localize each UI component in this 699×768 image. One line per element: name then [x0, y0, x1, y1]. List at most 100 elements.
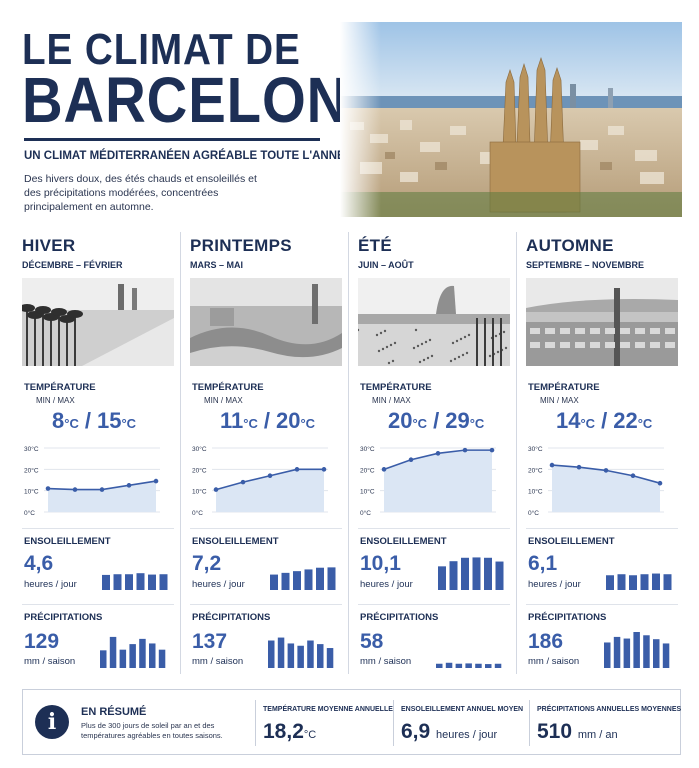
rain-bar — [268, 640, 275, 668]
temp-max: 29 — [445, 408, 470, 433]
sunshine-bar — [484, 557, 492, 590]
sunshine-unit: heures / jour — [360, 579, 413, 590]
temperature-label: TEMPÉRATURE — [24, 382, 96, 393]
rain-bar — [475, 663, 482, 668]
rain-value: 186 — [528, 630, 564, 653]
rain-bar — [613, 636, 621, 668]
axis-tick-label: 10°C — [24, 488, 39, 496]
season-column: PRINTEMPS MARS – MAI — [190, 236, 342, 366]
sunshine-label: ENSOLEILLEMENT — [24, 536, 111, 547]
barcelona-skyline-photo — [340, 22, 682, 217]
rain-unit: mm / saison — [360, 656, 412, 667]
sunshine-bars — [102, 554, 172, 590]
rain-label: PRÉCIPITATIONS — [192, 612, 271, 623]
sunshine-bar — [304, 569, 313, 590]
temperature-point — [549, 462, 555, 468]
section-divider — [190, 604, 342, 605]
temp-min: 8 — [52, 408, 65, 433]
temperature-label: TEMPÉRATURE — [528, 382, 600, 393]
temperature-point — [213, 487, 219, 492]
rain-bar — [494, 663, 502, 668]
axis-tick-label: 30°C — [528, 445, 543, 453]
summary-value-rain: 510 mm / an — [537, 720, 618, 743]
rain-bar — [317, 644, 324, 668]
rain-bars — [434, 632, 504, 668]
section-divider — [358, 528, 510, 529]
temp-max: 22 — [613, 408, 638, 433]
sunshine-bar — [316, 567, 324, 590]
page-subtitle: UN CLIMAT MÉDITERRANÉEN AGRÉABLE TOUTE L… — [24, 150, 353, 162]
season-photo — [22, 278, 174, 366]
rain-bar — [653, 639, 660, 668]
page-title-line2: BARCELONE — [22, 64, 387, 136]
sunshine-bar — [472, 557, 481, 590]
rain-bar — [158, 649, 166, 668]
summary-label-sunshine: ENSOLEILLEMENT ANNUEL MOYEN — [401, 706, 524, 713]
summary-label-temperature: TEMPÉRATURE MOYENNE ANNUELLE — [263, 706, 393, 713]
temperature-point — [381, 467, 387, 472]
sunshine-bar — [270, 574, 278, 590]
temperature-point — [489, 447, 495, 453]
axis-tick-label: 20°C — [360, 466, 375, 474]
temperature-label: TEMPÉRATURE — [192, 382, 264, 393]
rain-bars — [602, 632, 672, 668]
rain-bar — [100, 650, 107, 668]
sunshine-value: 7,2 — [192, 552, 222, 575]
rain-bar — [436, 663, 443, 668]
sunshine-bar — [640, 574, 649, 590]
rain-bar — [119, 649, 127, 668]
intro-text: Des hivers doux, des étés chauds et enso… — [24, 173, 257, 213]
rain-bar — [643, 635, 650, 668]
column-divider — [348, 232, 349, 674]
rain-label: PRÉCIPITATIONS — [360, 612, 439, 623]
temperature-point — [45, 486, 51, 491]
rain-bar — [633, 632, 640, 668]
season-name: PRINTEMPS — [190, 236, 292, 255]
temperature-point — [99, 487, 105, 492]
sunshine-bar — [461, 557, 469, 590]
axis-tick-label: 10°C — [192, 488, 207, 496]
season-months: JUIN – AOÛT — [358, 260, 414, 270]
temp-min: 20 — [388, 408, 413, 433]
temperature-point — [462, 447, 468, 453]
sunshine-bar — [449, 561, 458, 590]
season-months: MARS – MAI — [190, 260, 244, 270]
sunshine-bars — [438, 554, 508, 590]
section-divider — [358, 604, 510, 605]
sunshine-label: ENSOLEILLEMENT — [192, 536, 279, 547]
axis-tick-label: 0°C — [528, 509, 539, 517]
summary-title: EN RÉSUMÉ — [81, 706, 147, 718]
temp-max: 20 — [275, 408, 301, 433]
rain-bar — [109, 636, 117, 668]
axis-tick-label: 30°C — [192, 445, 207, 453]
sunshine-bar — [148, 574, 156, 590]
temp-unit: °C — [64, 416, 79, 431]
temperature-point — [321, 467, 327, 472]
temp-unit: °C — [469, 416, 485, 431]
temperature-label: TEMPÉRATURE — [360, 382, 432, 393]
temp-separator: / — [84, 408, 91, 433]
title-divider — [24, 138, 320, 141]
season-column: HIVER DÉCEMBRE – FÉVRIER — [22, 236, 174, 366]
rain-bar — [445, 662, 453, 668]
axis-tick-label: 20°C — [24, 466, 39, 474]
temp-separator: / — [433, 408, 440, 433]
axis-tick-label: 0°C — [192, 509, 203, 517]
temperature-values: 20°C/29°C — [388, 408, 484, 434]
section-divider — [526, 528, 678, 529]
sunshine-bar — [327, 567, 336, 590]
temperature-point — [576, 464, 582, 470]
season-photo — [190, 278, 342, 366]
temp-unit: °C — [580, 416, 596, 431]
sunshine-bar — [159, 574, 168, 590]
temp-unit: °C — [243, 416, 258, 431]
rain-value: 129 — [24, 630, 60, 653]
minmax-label: MIN / MAX — [204, 396, 243, 405]
rain-bar — [297, 645, 304, 668]
section-divider — [22, 604, 174, 605]
sunshine-unit: heures / jour — [528, 579, 581, 590]
temperature-point — [126, 483, 132, 488]
sunshine-bar — [652, 573, 660, 590]
sunshine-unit: heures / jour — [24, 579, 77, 590]
rain-value: 137 — [192, 630, 228, 653]
